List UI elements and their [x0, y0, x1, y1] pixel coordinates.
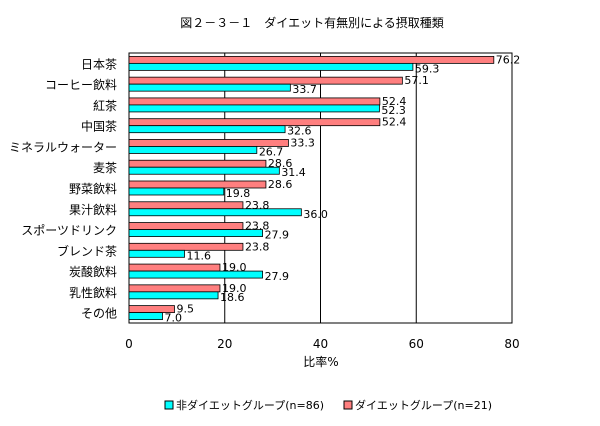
- category-label-0: 日本茶: [81, 56, 117, 71]
- category-label-1: コーヒー飲料: [45, 77, 117, 92]
- category-label-11: 乳性飲料: [69, 285, 117, 300]
- value-label-diet-4: 33.3: [290, 136, 315, 149]
- bar-non-diet-6: [128, 187, 225, 196]
- value-label-non-diet-5: 31.4: [281, 166, 306, 179]
- category-label-5: 麦茶: [93, 160, 117, 175]
- bar-marks: [128, 55, 495, 321]
- value-label-diet-9: 23.8: [245, 240, 270, 253]
- x-tick-label-1: 20: [217, 337, 232, 351]
- category-label-4: ミネラルウォーター: [9, 140, 117, 154]
- x-axis-label: 比率%: [303, 354, 338, 369]
- value-labels: 76.2 59.357.1 33.7 52.452.352.4 32.633.3 26.7…: [165, 53, 521, 324]
- x-tick-label-3: 60: [409, 337, 424, 351]
- bar-non-diet-8: [128, 229, 263, 237]
- bar-diet-1: [128, 76, 403, 85]
- category-label-7: 果汁飲料: [69, 202, 117, 217]
- bar-non-diet-7: [128, 208, 302, 217]
- bar-non-diet-3: [128, 125, 286, 134]
- x-tick-label-2: 40: [313, 337, 328, 351]
- bar-non-diet-1: [128, 83, 291, 92]
- value-label-diet-10: 19.0: [222, 261, 247, 274]
- value-label-non-diet-0: 59.3: [415, 62, 440, 75]
- value-label-non-diet-6: 19.8: [226, 187, 251, 200]
- category-label-6: 野菜飲料: [69, 181, 117, 196]
- category-label-8: スポーツドリンク: [21, 224, 117, 238]
- category-label-9: ブレンド茶: [57, 243, 117, 258]
- bar-non-diet-4: [128, 146, 258, 154]
- value-label-diet-0: 76.2: [496, 53, 521, 66]
- bar-non-diet-12: [128, 312, 163, 321]
- value-label-non-diet-4: 26.7: [259, 145, 284, 158]
- value-label-non-diet-8: 27.9: [265, 229, 290, 242]
- legend-swatch-diet: [343, 400, 353, 410]
- bar-non-diet-10: [128, 270, 263, 279]
- bar-diet-5: [128, 159, 267, 168]
- bar-non-diet-9: [128, 249, 185, 258]
- bar-non-diet-11: [128, 291, 219, 300]
- category-label-12: その他: [81, 307, 117, 321]
- value-label-non-diet-12: 7.0: [165, 312, 183, 325]
- value-label-non-diet-10: 27.9: [265, 270, 290, 283]
- value-label-non-diet-3: 32.6: [287, 125, 312, 138]
- value-label-diet-2: 52.4: [382, 95, 407, 108]
- bar-diet-2: [128, 97, 381, 106]
- value-label-diet-11: 19.0: [222, 282, 247, 295]
- value-label-non-diet-7: 36.0: [303, 208, 328, 221]
- x-tick-label-0: 0: [125, 337, 133, 351]
- value-label-diet-7: 23.8: [245, 199, 270, 212]
- bar-non-diet-0: [128, 62, 414, 71]
- bar-diet-11: [128, 284, 221, 293]
- bar-diet-3: [128, 118, 381, 127]
- x-tick-label-4: 80: [504, 337, 519, 351]
- value-label-non-diet-2: 52.3: [381, 104, 406, 117]
- legend-swatch-non-diet: [164, 400, 174, 410]
- legend-label-non-diet: 非ダイエットグループ(n=86): [176, 398, 324, 412]
- category-labels: 日本茶コーヒー飲料紅茶中国茶ミネラルウォーター麦茶野菜飲料果汁飲料スポーツドリン…: [9, 56, 117, 320]
- value-label-diet-6: 28.6: [268, 178, 293, 191]
- bar-diet-9: [128, 242, 244, 251]
- category-label-2: 紅茶: [93, 98, 117, 113]
- bar-non-diet-2: [128, 104, 380, 113]
- bar-diet-7: [128, 201, 244, 210]
- bar-diet-8: [128, 222, 244, 230]
- category-label-3: 中国茶: [81, 119, 117, 134]
- legend: 非ダイエットグループ(n=86) ダイエットグループ(n=21): [164, 398, 492, 412]
- value-label-diet-8: 23.8: [245, 220, 270, 233]
- bar-non-diet-5: [128, 166, 280, 175]
- bar-diet-10: [128, 263, 221, 272]
- value-label-diet-3: 52.4: [382, 116, 407, 129]
- category-label-10: 炭酸飲料: [69, 264, 117, 279]
- x-axis-ticks: 0 20 40 60 80: [125, 337, 519, 351]
- value-label-non-diet-9: 11.6: [187, 249, 212, 262]
- value-label-diet-12: 9.5: [176, 303, 194, 316]
- value-label-diet-1: 57.1: [404, 74, 429, 87]
- legend-label-diet: ダイエットグループ(n=21): [355, 398, 492, 412]
- chart-title: 図２－３－１ ダイエット有無別による摂取種類: [180, 15, 444, 30]
- value-label-diet-5: 28.6: [268, 157, 293, 170]
- value-label-non-diet-11: 18.6: [220, 291, 245, 304]
- value-label-non-diet-1: 33.7: [292, 83, 317, 96]
